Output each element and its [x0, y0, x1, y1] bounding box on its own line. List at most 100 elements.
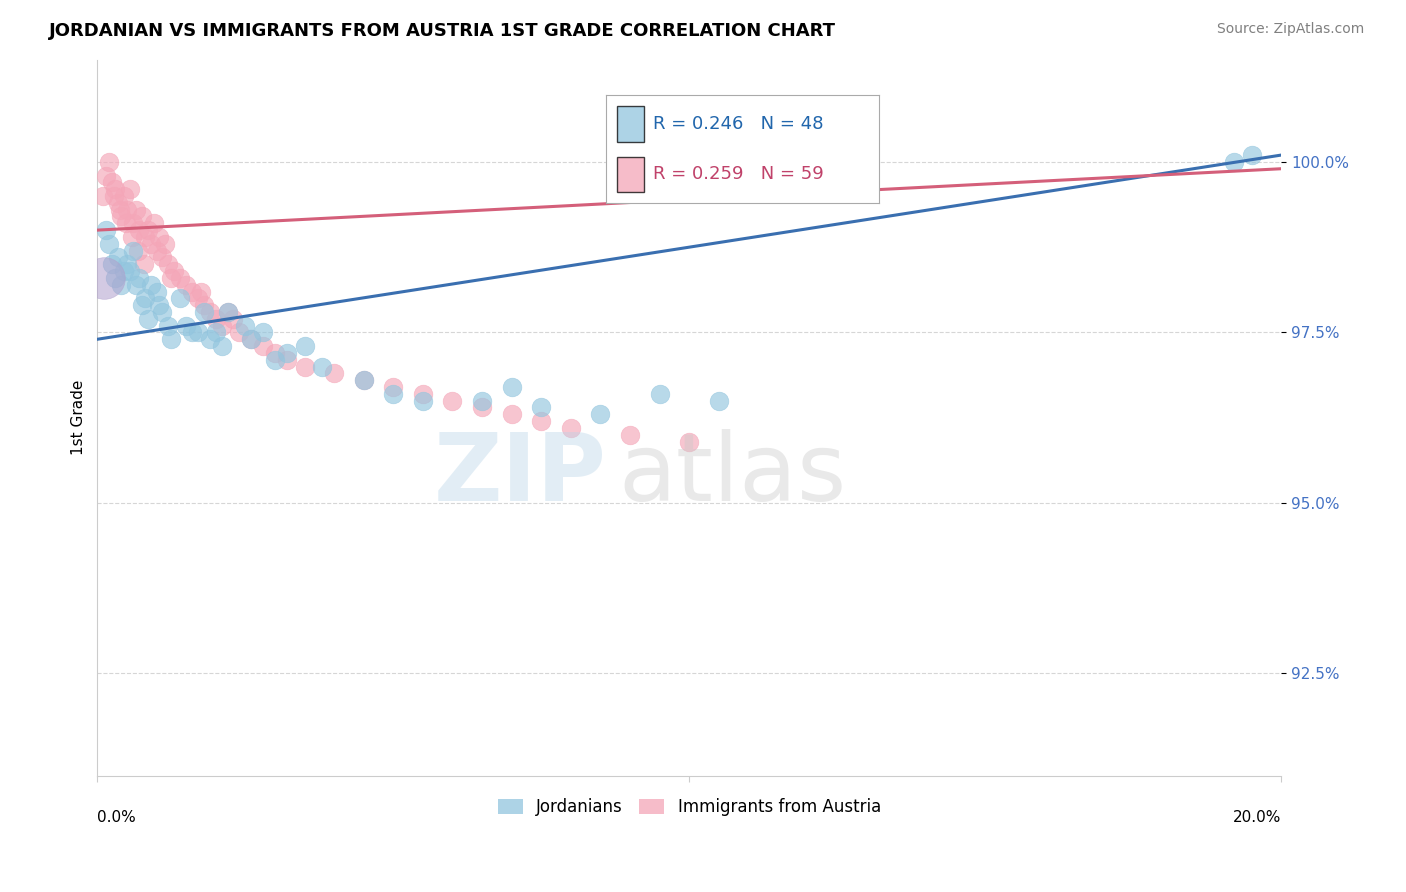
Point — [91, 189, 114, 203]
Point — [252, 339, 274, 353]
Point — [112, 264, 135, 278]
Point — [132, 257, 155, 271]
Point — [160, 271, 183, 285]
Point — [276, 346, 298, 360]
Point — [193, 305, 215, 319]
Point — [136, 311, 159, 326]
Point — [198, 332, 221, 346]
Point — [198, 305, 221, 319]
Point — [148, 298, 170, 312]
Point — [112, 189, 135, 203]
Point — [1222, 155, 1244, 169]
Point — [163, 264, 186, 278]
Point — [131, 298, 153, 312]
Point — [264, 352, 287, 367]
Point — [501, 380, 523, 394]
Point — [136, 223, 159, 237]
Point — [104, 271, 127, 285]
Point — [240, 332, 263, 346]
Point — [148, 230, 170, 244]
Point — [204, 311, 226, 326]
Point — [211, 339, 233, 353]
Point — [501, 407, 523, 421]
Text: JORDANIAN VS IMMIGRANTS FROM AUSTRIA 1ST GRADE CORRELATION CHART: JORDANIAN VS IMMIGRANTS FROM AUSTRIA 1ST… — [49, 22, 837, 40]
Point — [145, 285, 167, 299]
Point — [181, 285, 204, 299]
Point — [157, 257, 180, 271]
Point — [169, 271, 191, 285]
Text: ZIP: ZIP — [433, 429, 606, 521]
Point — [311, 359, 333, 374]
Point — [193, 298, 215, 312]
Point — [648, 386, 671, 401]
Point — [187, 326, 209, 340]
Point — [530, 401, 553, 415]
Point — [382, 386, 405, 401]
Point — [115, 257, 138, 271]
Point — [174, 277, 197, 292]
Point — [108, 202, 131, 217]
Legend: Jordanians, Immigrants from Austria: Jordanians, Immigrants from Austria — [489, 790, 889, 825]
Point — [121, 244, 143, 258]
Point — [107, 195, 129, 210]
Point — [228, 326, 250, 340]
Point — [353, 373, 375, 387]
Point — [93, 271, 115, 285]
Point — [276, 352, 298, 367]
Point — [121, 216, 143, 230]
Point — [157, 318, 180, 333]
Point — [128, 223, 150, 237]
Point — [139, 277, 162, 292]
Point — [190, 285, 212, 299]
Point — [96, 169, 118, 183]
Point — [678, 434, 700, 449]
Point — [118, 264, 141, 278]
Point — [530, 414, 553, 428]
Point — [145, 244, 167, 258]
Point — [181, 326, 204, 340]
Point — [118, 182, 141, 196]
Point — [169, 291, 191, 305]
Point — [471, 401, 494, 415]
Point — [139, 236, 162, 251]
Point — [441, 393, 464, 408]
Point — [103, 189, 125, 203]
Point — [152, 305, 174, 319]
Point — [125, 277, 148, 292]
Text: Source: ZipAtlas.com: Source: ZipAtlas.com — [1216, 22, 1364, 37]
Point — [114, 216, 136, 230]
Y-axis label: 1st Grade: 1st Grade — [72, 380, 86, 456]
Point — [294, 359, 316, 374]
Point — [323, 367, 346, 381]
Point — [217, 305, 239, 319]
Point — [121, 230, 143, 244]
Point — [589, 407, 612, 421]
Point — [134, 291, 156, 305]
Point — [222, 311, 245, 326]
Point — [211, 318, 233, 333]
Point — [101, 257, 124, 271]
Point — [240, 332, 263, 346]
Point — [128, 271, 150, 285]
Point — [560, 421, 582, 435]
Point — [134, 230, 156, 244]
Point — [471, 393, 494, 408]
Point — [294, 339, 316, 353]
Point — [204, 326, 226, 340]
Point — [353, 373, 375, 387]
Text: atlas: atlas — [619, 429, 846, 521]
Point — [174, 318, 197, 333]
Point — [382, 380, 405, 394]
Point — [98, 236, 121, 251]
Point — [155, 236, 177, 251]
Point — [187, 291, 209, 305]
Point — [127, 244, 149, 258]
Point — [115, 202, 138, 217]
Point — [101, 175, 124, 189]
Point — [110, 277, 132, 292]
Point — [96, 223, 118, 237]
Point — [98, 155, 121, 169]
Text: 20.0%: 20.0% — [1233, 810, 1281, 825]
Point — [107, 251, 129, 265]
Point — [110, 210, 132, 224]
